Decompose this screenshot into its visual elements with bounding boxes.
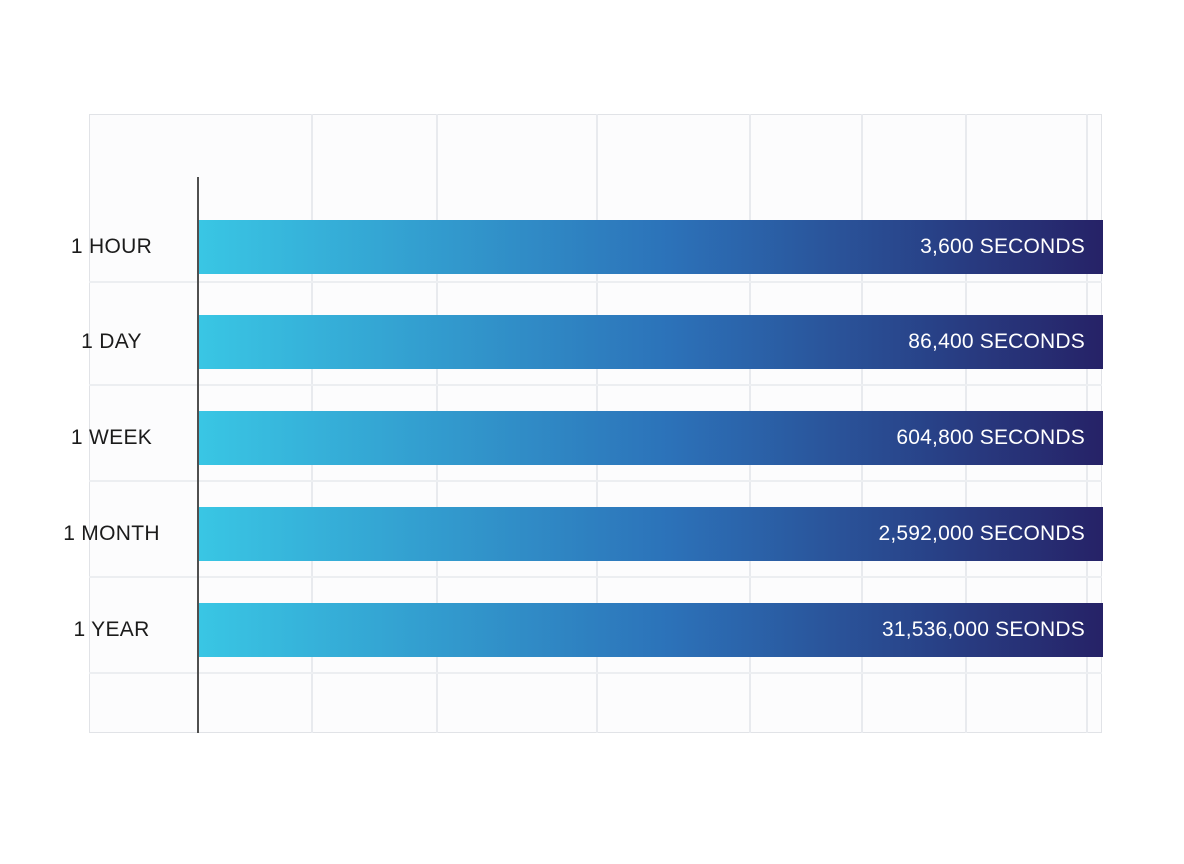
horizontal-gridline (89, 576, 1102, 578)
bar-1-month: 2,592,000 SECONDS (199, 507, 1103, 561)
value-label: 86,400 SECONDS (908, 330, 1085, 353)
horizontal-gridline (89, 384, 1102, 386)
y-axis-line (197, 177, 199, 733)
bar-1-day: 86,400 SECONDS (199, 315, 1103, 369)
value-label: 2,592,000 SECONDS (878, 522, 1085, 545)
horizontal-gridline (89, 480, 1102, 482)
category-label: 1 HOUR (70, 235, 153, 258)
value-label: 3,600 SECONDS (920, 235, 1085, 258)
bar-row-1-month: 1 MONTH 2,592,000 SECONDS (0, 507, 1184, 561)
category-label: 1 WEEK (70, 426, 153, 449)
category-label: 1 DAY (81, 330, 142, 353)
category-label: 1 YEAR (73, 618, 150, 641)
category-label: 1 MONTH (63, 522, 160, 545)
bar-1-year: 31,536,000 SEONDS (199, 603, 1103, 657)
bar-row-1-week: 1 WEEK 604,800 SECONDS (0, 411, 1184, 465)
bar-row-1-day: 1 DAY 86,400 SECONDS (0, 315, 1184, 369)
horizontal-gridline (89, 672, 1102, 674)
bar-1-hour: 3,600 SECONDS (199, 220, 1103, 274)
value-label: 604,800 SECONDS (896, 426, 1085, 449)
bar-row-1-year: 1 YEAR 31,536,000 SEONDS (0, 603, 1184, 657)
bar-row-1-hour: 1 HOUR 3,600 SECONDS (0, 220, 1184, 274)
horizontal-gridline (89, 281, 1102, 283)
bar-1-week: 604,800 SECONDS (199, 411, 1103, 465)
value-label: 31,536,000 SEONDS (881, 618, 1085, 641)
